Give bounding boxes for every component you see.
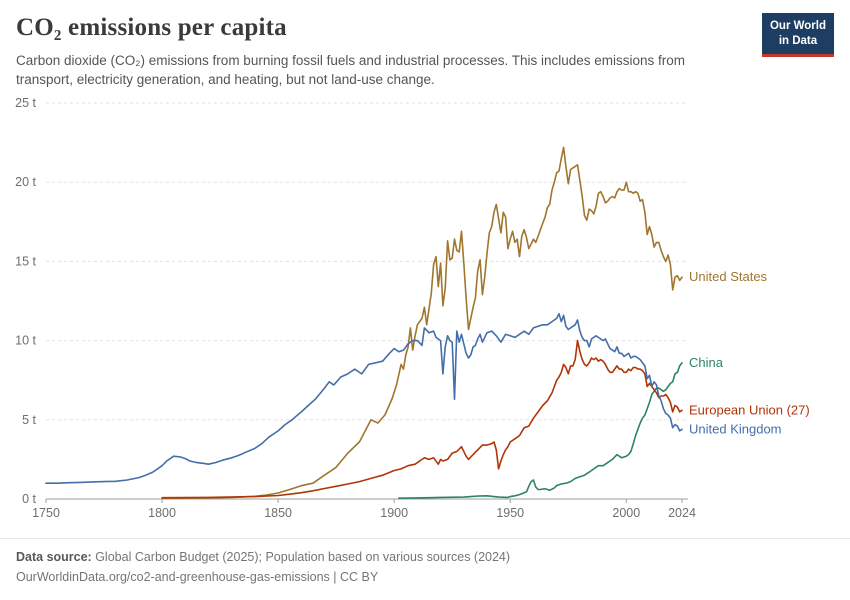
data-source-line: Data source: Global Carbon Budget (2025)… [16,548,834,567]
x-tick-label: 1800 [148,506,176,520]
y-tick-label: 20 t [15,176,36,190]
y-tick-label: 25 t [15,96,36,110]
series-label-european-union-27[interactable]: European Union (27) [689,403,810,418]
x-tick-label: 1750 [32,506,60,520]
chart-title: CO₂ emissions per capita [16,14,287,41]
owid-logo-line1: Our World [769,20,826,32]
owid-logo-line2: in Data [778,34,818,47]
data-source-label: Data source: [16,550,92,565]
x-tick-label: 1950 [496,506,524,520]
series-line-european-union-27[interactable] [161,340,683,499]
x-tick-label: 1900 [380,506,408,520]
x-tick-label: 1850 [264,506,292,520]
series-label-china[interactable]: China [689,355,724,370]
series-label-united-states[interactable]: United States [689,270,768,285]
license-link[interactable]: OurWorldinData.org/co2-and-greenhouse-ga… [16,569,379,584]
series-line-united-kingdom[interactable] [45,313,683,485]
series-label-united-kingdom[interactable]: United Kingdom [689,422,782,437]
owid-logo[interactable]: Our World in Data [761,13,834,57]
y-tick-label: 15 t [15,255,36,269]
series-line-china[interactable] [398,362,683,500]
series-line-united-states[interactable] [161,146,683,500]
line-chart: 0 t 5 t 10 t 15 t 20 t 25 t 1750 1800 1850 1900 19… [15,96,810,520]
chart-header: CO₂ emissions per capita Our World in Da… [0,0,850,89]
chart-area: 0 t 5 t 10 t 15 t 20 t 25 t 1750 1800 1850 1900 19… [0,93,850,527]
y-tick-label: 0 t [22,492,36,506]
chart-footer: Data source: Global Carbon Budget (2025)… [0,538,850,600]
data-source-text: Global Carbon Budget (2025); Population … [91,550,511,565]
x-tick-label: 2000 [612,506,640,520]
y-tick-label: 10 t [15,334,36,348]
chart-subtitle: Carbon dioxide (CO₂) emissions from burn… [16,53,686,88]
x-tick-label: 2024 [668,506,696,520]
y-tick-label: 5 t [22,413,36,427]
